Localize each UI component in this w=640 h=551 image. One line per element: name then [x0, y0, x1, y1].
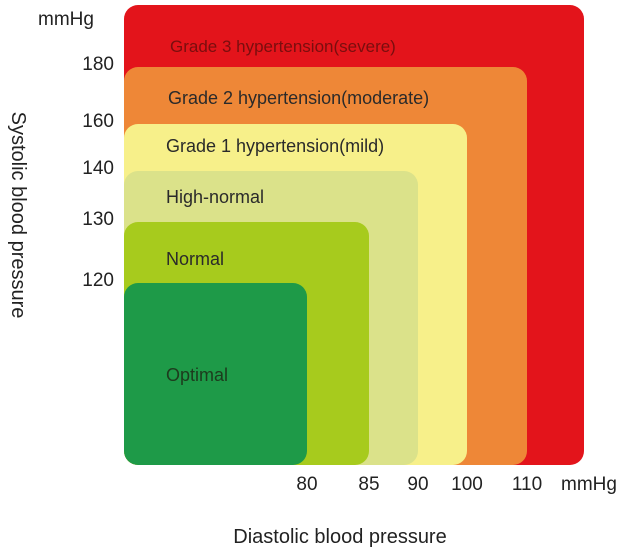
y-tick-160: 160	[82, 111, 114, 132]
label-grade-1-hypertension-mild: Grade 1 hypertension(mild)	[166, 136, 384, 156]
x-axis-ticks: 80 85 90 100 110	[296, 474, 542, 495]
grade-labels: Grade 3 hypertension(severe) Grade 2 hype…	[166, 37, 429, 385]
region-optimal	[124, 283, 307, 465]
label-normal: Normal	[166, 249, 224, 269]
x-tick-100: 100	[451, 474, 483, 495]
x-tick-110: 110	[512, 474, 542, 495]
y-axis-ticks: 180 160 140 130 120	[82, 54, 114, 291]
x-tick-85: 85	[358, 474, 379, 495]
label-grade-2-hypertension-moderate: Grade 2 hypertension(moderate)	[168, 88, 429, 108]
x-axis-unit: mmHg	[561, 474, 617, 495]
y-tick-180: 180	[82, 54, 114, 75]
x-axis-label: Diastolic blood pressure	[233, 526, 446, 548]
y-axis-label: Systolic blood pressure	[7, 112, 29, 319]
y-tick-130: 130	[82, 209, 114, 230]
y-tick-140: 140	[82, 158, 114, 179]
y-tick-120: 120	[82, 270, 114, 291]
label-optimal: Optimal	[166, 365, 228, 385]
label-grade-3-hypertension-severe: Grade 3 hypertension(severe)	[170, 37, 396, 56]
x-tick-90: 90	[407, 474, 428, 495]
label-high-normal: High-normal	[166, 187, 264, 207]
grade-regions	[124, 5, 584, 465]
y-axis-unit: mmHg	[38, 9, 94, 30]
x-tick-80: 80	[296, 474, 317, 495]
